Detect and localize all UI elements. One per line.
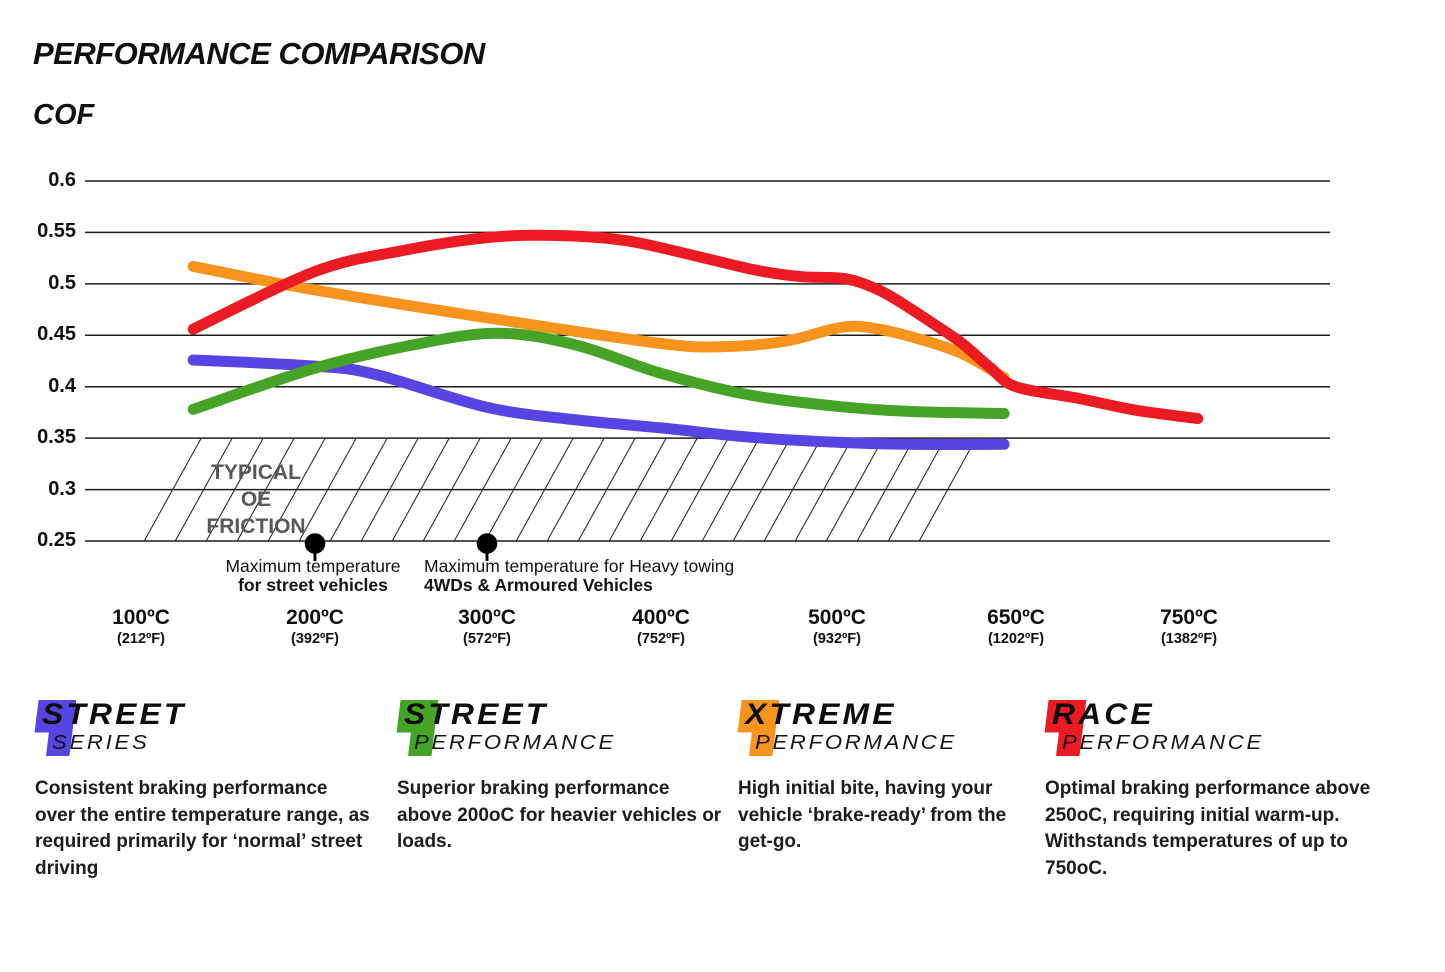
brand-description: Superior braking performance above 200oC… bbox=[397, 778, 722, 852]
y-tick-label: 0.3 bbox=[48, 477, 76, 500]
y-tick-label: 0.25 bbox=[37, 529, 76, 551]
x-tick-fahrenheit: (1202ºF) bbox=[987, 631, 1045, 647]
x-tick-fahrenheit: (932ºF) bbox=[812, 631, 861, 647]
series-street-series bbox=[187, 354, 1010, 450]
y-tick-label: 0.45 bbox=[37, 323, 76, 346]
series-xtreme-performance bbox=[187, 260, 1010, 383]
x-tick-celsius: 500ºC bbox=[808, 606, 866, 629]
annotation-line1: Maximum temperature bbox=[225, 556, 401, 576]
legend-item-street-series: STREET SERIES Consistent braking performan… bbox=[35, 698, 370, 882]
brand-logo-street-series: STREET SERIES bbox=[35, 698, 370, 760]
x-tick-celsius: 100ºC bbox=[112, 606, 170, 629]
x-tick-fahrenheit: (572ºF) bbox=[462, 631, 511, 647]
brand-logo-race-performance: RACE PERFORMANCE bbox=[1045, 698, 1375, 760]
oe-friction-label-line2: FRICTION bbox=[206, 515, 306, 538]
x-tick-fahrenheit: (212ºF) bbox=[116, 631, 165, 647]
oe-friction-label-line1: TYPICAL OE bbox=[211, 461, 301, 511]
brand-logo-xtreme-performance: XTREME PERFORMANCE bbox=[738, 698, 1028, 760]
brand-name-line1: STREET bbox=[42, 698, 187, 731]
x-tick-label: 300ºC (572ºF) bbox=[417, 606, 557, 648]
x-tick-label: 500ºC (932ºF) bbox=[767, 606, 907, 648]
series-race-performance bbox=[187, 229, 1204, 425]
x-tick-fahrenheit: (1382ºF) bbox=[1160, 631, 1218, 647]
annotation-line2: 4WDs & Armoured Vehicles bbox=[424, 575, 653, 595]
y-tick-label: 0.6 bbox=[48, 169, 76, 191]
annotation-line1: Maximum temperature for Heavy towing bbox=[424, 556, 735, 576]
x-tick-celsius: 400ºC bbox=[632, 606, 690, 629]
brand-name-line2: PERFORMANCE bbox=[755, 731, 957, 754]
brand-name-line2: PERFORMANCE bbox=[414, 731, 616, 754]
x-tick-label: 750ºC (1382ºF) bbox=[1119, 606, 1259, 648]
y-tick-label: 0.4 bbox=[48, 374, 76, 397]
y-tick-label: 0.55 bbox=[37, 220, 76, 243]
legend-item-street-performance: STREET PERFORMANCE Superior braking perfor… bbox=[397, 698, 727, 856]
brand-description: High initial bite, having your vehicle ‘… bbox=[738, 778, 1007, 852]
x-tick-fahrenheit: (392ºF) bbox=[290, 631, 339, 647]
x-tick-fahrenheit: (752ºF) bbox=[636, 631, 685, 647]
x-tick-label: 650ºC (1202ºF) bbox=[946, 606, 1086, 648]
x-tick-label: 100ºC (212ºF) bbox=[71, 606, 211, 648]
x-tick-celsius: 200ºC bbox=[286, 606, 344, 629]
brand-name-line1: STREET bbox=[404, 698, 549, 731]
x-tick-celsius: 750ºC bbox=[1160, 606, 1218, 629]
y-axis-title: COF bbox=[33, 99, 95, 131]
y-tick-label: 0.35 bbox=[37, 426, 76, 449]
page-title: PERFORMANCE COMPARISON bbox=[33, 36, 485, 71]
brand-logo-street-performance: STREET PERFORMANCE bbox=[397, 698, 727, 760]
marker-pin bbox=[476, 533, 498, 554]
brand-name-line1: RACE bbox=[1052, 698, 1155, 731]
annotation-street-max-temp: Maximum temperature for street vehicles bbox=[152, 557, 474, 595]
brand-description: Optimal braking performance above 250oC,… bbox=[1045, 778, 1371, 879]
brand-description: Consistent braking performance over the … bbox=[35, 778, 370, 879]
legend-item-race-performance: RACE PERFORMANCE Optimal braking performan… bbox=[1045, 698, 1375, 882]
marker-pin bbox=[304, 533, 326, 554]
annotation-towing-max-temp: Maximum temperature for Heavy towing 4WD… bbox=[424, 557, 804, 595]
legend-item-xtreme-performance: XTREME PERFORMANCE High initial bite, havi… bbox=[738, 698, 1028, 856]
oe-friction-label: TYPICAL OE FRICTION bbox=[196, 459, 316, 540]
annotation-line2: for street vehicles bbox=[238, 575, 388, 595]
x-tick-label: 400ºC (752ºF) bbox=[591, 606, 731, 648]
x-tick-celsius: 650ºC bbox=[987, 606, 1045, 629]
brand-name-line2: PERFORMANCE bbox=[1062, 731, 1264, 754]
y-tick-label: 0.5 bbox=[48, 271, 76, 294]
brand-name-line1: XTREME bbox=[745, 698, 897, 731]
x-tick-celsius: 300ºC bbox=[458, 606, 516, 629]
series-street-performance bbox=[187, 327, 1010, 419]
brand-name-line2: SERIES bbox=[52, 731, 150, 754]
x-tick-label: 200ºC (392ºF) bbox=[245, 606, 385, 648]
